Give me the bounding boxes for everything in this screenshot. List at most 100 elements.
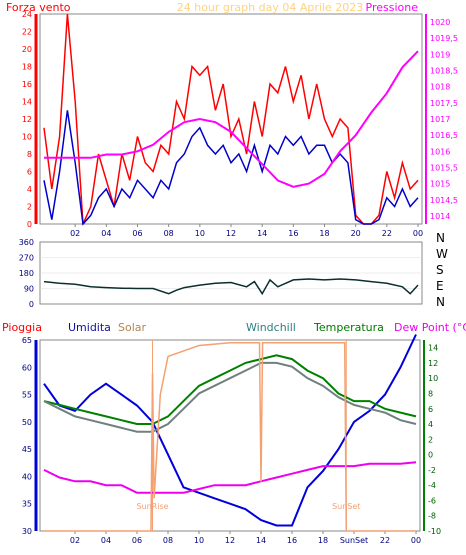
legend-solar: Solar (118, 321, 147, 334)
temperature-tick-label: 10 (428, 374, 438, 383)
temperature-tick-label: 12 (428, 359, 438, 368)
pressure-tick-label: 1016,5 (430, 131, 458, 140)
wind-tick-label: 8 (27, 150, 32, 159)
legend-humidity: Umidita (68, 321, 111, 334)
compass-label: W (436, 247, 448, 261)
temperature-tick-label: -2 (428, 466, 436, 475)
x-tick-label: 12 (225, 536, 235, 545)
series-humidity (43, 334, 417, 527)
x-tick-label: 06 (132, 536, 142, 545)
x-tick-label: 22 (380, 536, 390, 545)
x-tick-label: 20 (351, 229, 361, 238)
pressure-tick-label: 1014 (430, 212, 450, 221)
humidity-tick-label: 65 (22, 336, 32, 345)
humidity-tick-label: 45 (22, 445, 32, 454)
temperature-tick-label: 8 (428, 389, 433, 398)
series-solar (44, 341, 416, 532)
panel-wind-frame (39, 13, 423, 225)
humidity-tick-label: 50 (22, 418, 32, 427)
humidity-tick-label: 55 (22, 391, 32, 400)
series-pressure (44, 50, 419, 188)
pressure-tick-label: 1014,5 (430, 196, 458, 205)
x-tick-label: 22 (382, 229, 392, 238)
humidity-tick-label: 35 (22, 500, 32, 509)
wind-tick-label: 18 (22, 63, 32, 72)
x-tick-label: 14 (257, 229, 267, 238)
pressure-tick-label: 1020 (430, 18, 450, 27)
pressure-tick-label: 1017,5 (430, 99, 458, 108)
wind-tick-label: 12 (22, 115, 32, 124)
pressure-label: Pressione (366, 1, 419, 14)
series-dewpoint (43, 461, 417, 494)
x-tick-label: 12 (226, 229, 236, 238)
legend-rain: Pioggia (2, 321, 42, 334)
compass-label: N (436, 231, 445, 245)
panel-weather-frame (39, 339, 421, 532)
wind-tick-label: 2 (27, 203, 32, 212)
x-tick-label: 18 (318, 536, 328, 545)
x-tick-label: 10 (194, 536, 204, 545)
direction-tick-label: 90 (24, 285, 34, 294)
x-tick-label: 02 (70, 536, 80, 545)
pressure-tick-label: 1017 (430, 115, 450, 124)
wind-tick-label: 14 (22, 98, 32, 107)
wind-tick-label: 16 (22, 80, 32, 89)
x-tick-label: 16 (288, 229, 298, 238)
x-tick-label: 14 (256, 536, 266, 545)
pressure-tick-label: 1015,5 (430, 163, 458, 172)
wind-tick-label: 0 (27, 220, 32, 229)
temperature-tick-label: 2 (428, 435, 433, 444)
graph-title: 24 hour graph day 04 Aprile 2023 (177, 1, 364, 14)
compass-label: E (436, 279, 444, 293)
sunrise-label: SunRise (136, 502, 168, 511)
series-temperature (43, 354, 417, 425)
temperature-tick-label: 0 (428, 451, 433, 460)
x-tick-label: 04 (101, 229, 111, 238)
compass-label: N (436, 295, 445, 309)
compass-label: S (436, 263, 444, 277)
humidity-tick-label: 40 (22, 472, 32, 481)
temperature-tick-label: -10 (428, 527, 441, 536)
legend-temperature: Temperatura (313, 321, 384, 334)
pressure-tick-label: 1015 (430, 180, 450, 189)
legend-dewpoint: Dew Point (°C) (394, 321, 466, 334)
direction-tick-label: 360 (19, 238, 34, 247)
temperature-tick-label: -6 (428, 496, 436, 505)
pressure-tick-label: 1019,5 (430, 34, 458, 43)
direction-tick-label: 0 (29, 300, 34, 309)
x-tick-label: 04 (101, 536, 111, 545)
legend-windchill: Windchill (246, 321, 296, 334)
wind-tick-label: 4 (27, 185, 32, 194)
wind-tick-label: 22 (22, 28, 32, 37)
pressure-tick-label: 1018,5 (430, 67, 458, 76)
wind-tick-label: 24 (22, 10, 32, 19)
x-tick-label: 08 (164, 229, 174, 238)
x-tick-label: 00 (413, 229, 423, 238)
x-tick-label: 18 (319, 229, 329, 238)
temperature-tick-label: -4 (428, 481, 436, 490)
x-tick-label: 02 (70, 229, 80, 238)
direction-tick-label: 270 (19, 254, 34, 263)
temperature-tick-label: -8 (428, 512, 436, 521)
wind-tick-label: 6 (27, 168, 32, 177)
series-windchill (43, 361, 417, 433)
pressure-tick-label: 1016 (430, 147, 450, 156)
pressure-tick-label: 1018 (430, 83, 450, 92)
x-tick-label: 00 (411, 536, 421, 545)
wind-tick-label: 10 (22, 133, 32, 142)
temperature-tick-label: 4 (428, 420, 433, 429)
x-tick-label: SunSet (340, 536, 368, 545)
x-tick-label: 08 (163, 536, 173, 545)
x-tick-label: 10 (195, 229, 205, 238)
series-direction (43, 278, 419, 296)
temperature-tick-label: 14 (428, 344, 438, 353)
x-tick-label: 16 (287, 536, 297, 545)
humidity-tick-label: 60 (22, 363, 32, 372)
humidity-tick-label: 30 (22, 527, 32, 536)
direction-tick-label: 180 (19, 269, 34, 278)
pressure-tick-label: 1019 (430, 50, 450, 59)
x-tick-label: 06 (132, 229, 142, 238)
temperature-tick-label: 6 (428, 405, 433, 414)
wind-tick-label: 20 (22, 45, 32, 54)
